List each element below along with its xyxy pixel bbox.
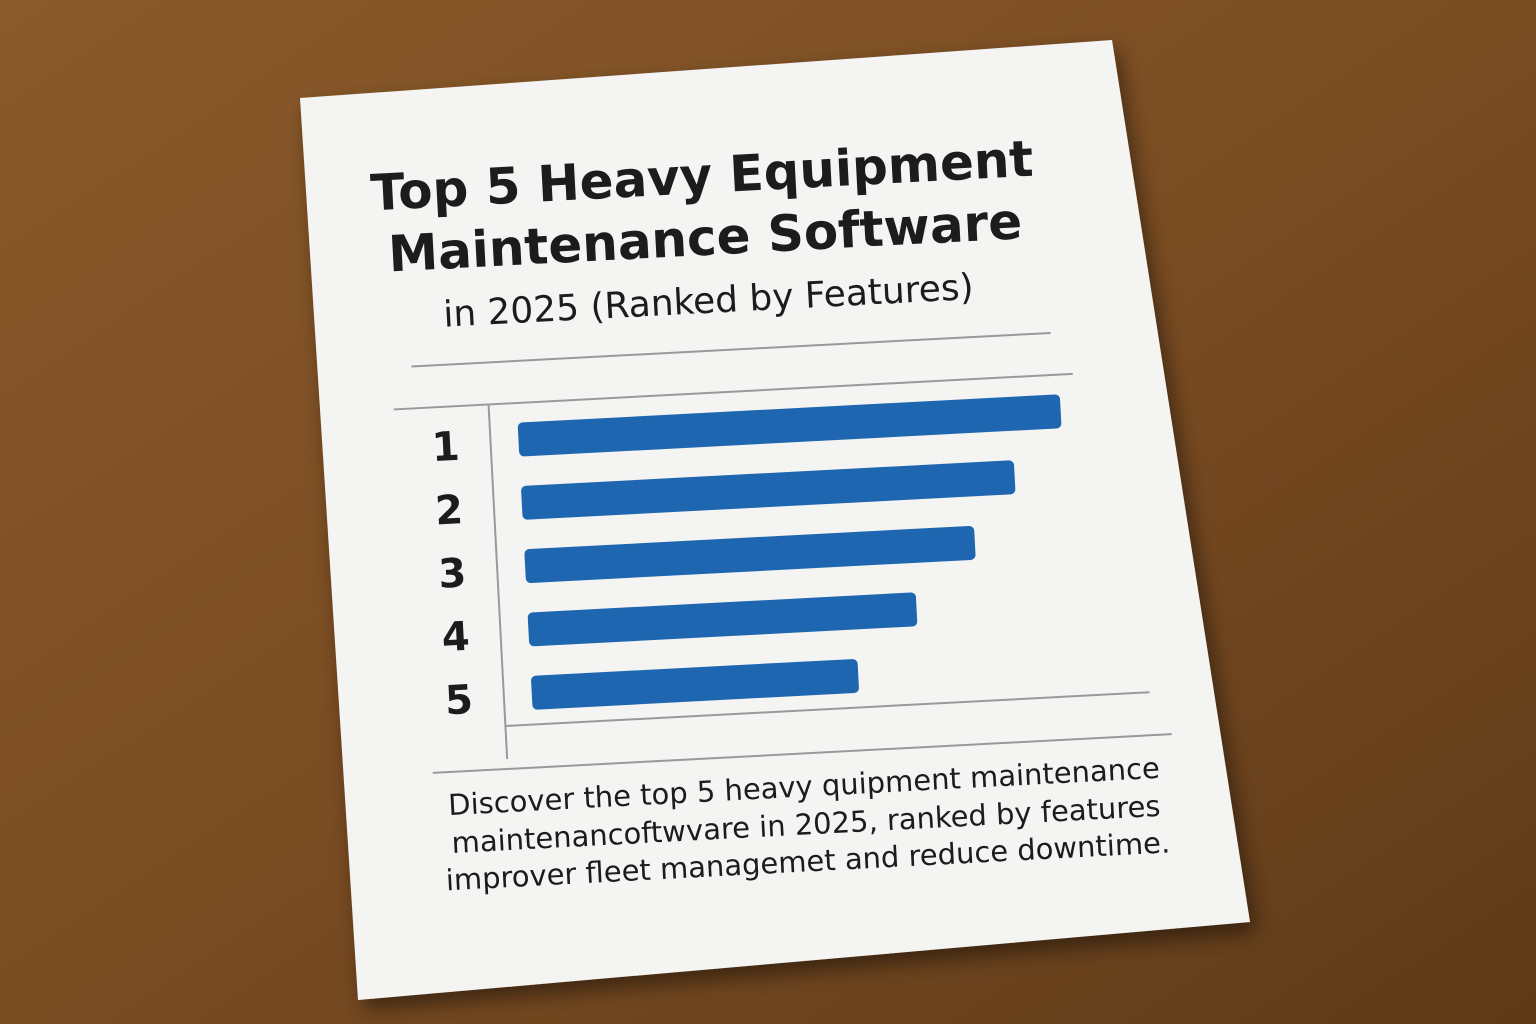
- paper: [300, 40, 1250, 1000]
- y-tick-label: 2: [434, 487, 464, 534]
- bar: [527, 592, 918, 647]
- x-axis: [505, 691, 1150, 728]
- rule: [432, 733, 1172, 774]
- bar: [521, 460, 1016, 520]
- bar: [517, 394, 1062, 457]
- y-axis: [487, 404, 509, 760]
- y-tick-label: 1: [431, 424, 461, 471]
- rule: [411, 331, 1051, 368]
- y-tick-label: 3: [437, 550, 467, 597]
- bar: [524, 525, 976, 583]
- y-tick-label: 4: [441, 614, 471, 661]
- rule: [393, 372, 1073, 411]
- bar: [531, 659, 859, 710]
- y-tick-label: 5: [444, 677, 474, 724]
